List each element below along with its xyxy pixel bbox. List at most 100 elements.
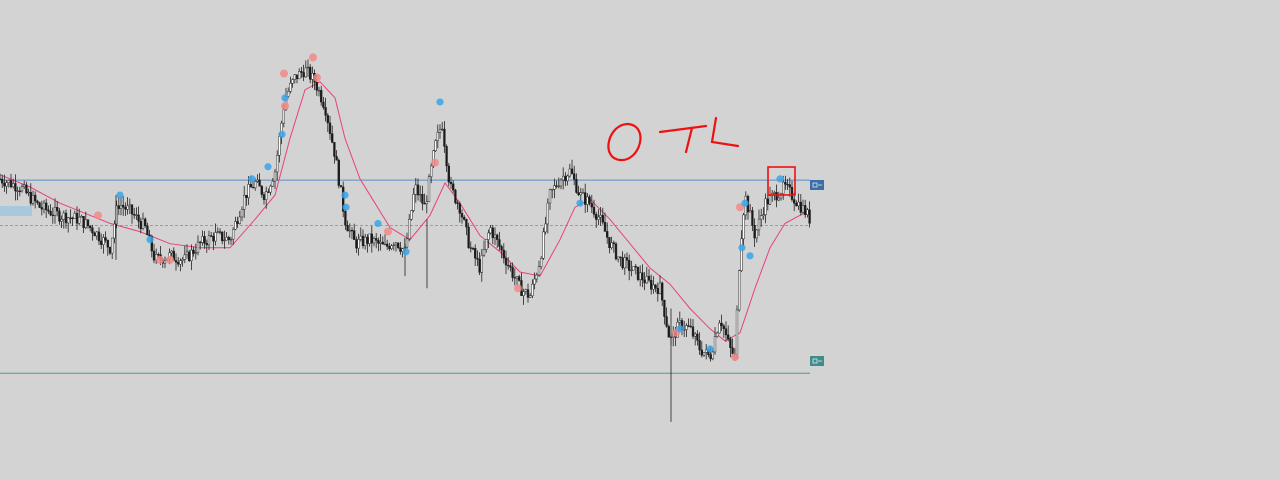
candle-body-196 — [430, 165, 433, 177]
candle-body-21 — [45, 202, 48, 211]
candle-body-298 — [654, 284, 657, 289]
candle-body-192 — [421, 194, 424, 204]
candle-body-54 — [117, 205, 120, 209]
candle-body-3 — [5, 182, 8, 187]
candle-body-25 — [53, 207, 57, 216]
candle-body-271 — [595, 214, 598, 220]
candle-body-13 — [27, 191, 30, 194]
level-tag-support[interactable] — [810, 356, 824, 366]
candle-body-97 — [212, 235, 215, 242]
candle-body-61 — [133, 213, 136, 216]
candle-body-355 — [779, 193, 783, 199]
candle-body-193 — [423, 203, 426, 205]
candle-body-159 — [348, 229, 351, 232]
candle-body-157 — [344, 211, 347, 226]
candle-body-109 — [238, 216, 241, 224]
candle-body-245 — [537, 266, 541, 276]
candle-body-347 — [762, 214, 765, 217]
red-marker-1 — [156, 255, 164, 264]
candle-body-180 — [394, 242, 398, 246]
candle-body-365 — [801, 205, 805, 213]
candle-body-11 — [23, 184, 26, 188]
candle-body-254 — [557, 185, 560, 188]
candle-body-240 — [526, 289, 530, 298]
candle-body-49 — [106, 239, 109, 248]
candle-body-92 — [201, 236, 204, 243]
candle-body-228 — [500, 246, 503, 251]
candle-body-118 — [258, 179, 261, 187]
candle-body-69 — [150, 236, 153, 252]
candle-body-251 — [551, 189, 554, 191]
candle-body-177 — [388, 246, 391, 249]
candle-body-113 — [247, 184, 250, 198]
candle-body-356 — [782, 181, 785, 195]
blue-marker-7 — [342, 203, 350, 211]
candle-body-101 — [221, 231, 224, 242]
candle-body-203 — [445, 146, 448, 167]
candle-body-288 — [632, 266, 635, 271]
candle-body-295 — [647, 275, 651, 281]
blue-marker-10 — [402, 248, 410, 256]
candle-body-285 — [625, 257, 629, 261]
candle-body-185 — [405, 238, 409, 248]
candle-body-281 — [617, 256, 620, 260]
candle-body-216 — [474, 248, 477, 259]
candle-body-65 — [141, 218, 145, 230]
candle-body-135 — [295, 74, 299, 80]
candle-body-8 — [16, 190, 19, 192]
candle-body-278 — [610, 242, 613, 249]
candle-body-120 — [262, 194, 266, 200]
candle-body-93 — [203, 236, 206, 244]
candle-body-55 — [119, 204, 123, 209]
candle-body-137 — [300, 71, 303, 73]
candle-body-47 — [102, 237, 105, 245]
candle-body-315 — [691, 326, 695, 337]
candle-body-35 — [75, 212, 79, 224]
candle-body-261 — [573, 173, 576, 180]
candle-body-99 — [216, 231, 219, 233]
candle-body-19 — [40, 207, 43, 210]
candle-body-229 — [502, 249, 505, 259]
candle-body-277 — [608, 237, 611, 249]
candle-body-293 — [643, 279, 646, 284]
candle-body-141 — [309, 66, 312, 80]
candle-body-200 — [438, 129, 442, 133]
candle-body-90 — [196, 241, 200, 253]
red-marker-3 — [280, 69, 288, 78]
candle-body-256 — [562, 175, 565, 181]
candle-body-259 — [568, 168, 571, 177]
candle-body-368 — [808, 209, 811, 224]
candle-body-247 — [542, 231, 545, 259]
candle-body-211 — [463, 216, 466, 220]
candle-body-62 — [135, 214, 138, 217]
candle-body-361 — [793, 199, 796, 204]
candle-body-190 — [416, 184, 420, 196]
candle-body-70 — [152, 250, 156, 261]
red-marker-5 — [313, 73, 321, 82]
candle-body-297 — [652, 284, 655, 290]
red-marker-0 — [94, 211, 102, 220]
candle-body-312 — [685, 325, 688, 330]
candle-body-5 — [9, 180, 13, 188]
candle-body-139 — [304, 67, 307, 78]
candle-body-119 — [260, 185, 263, 195]
candle-body-87 — [190, 249, 193, 261]
candle-body-212 — [465, 219, 468, 228]
candle-body-353 — [775, 192, 778, 201]
candle-body-27 — [58, 210, 61, 222]
candle-body-287 — [630, 269, 633, 272]
candle-body-335 — [735, 309, 739, 355]
candle-body-352 — [773, 192, 776, 194]
candle-body-84 — [183, 254, 186, 260]
candle-body-207 — [454, 189, 457, 204]
candle-body-133 — [291, 79, 294, 84]
candle-body-91 — [199, 241, 202, 244]
candle-body-186 — [408, 219, 411, 240]
candle-body-14 — [29, 191, 32, 204]
candle-body-304 — [667, 326, 670, 338]
candle-body-341 — [749, 210, 752, 213]
level-tag-resistance[interactable] — [810, 180, 824, 190]
red-marker-12 — [736, 203, 744, 212]
